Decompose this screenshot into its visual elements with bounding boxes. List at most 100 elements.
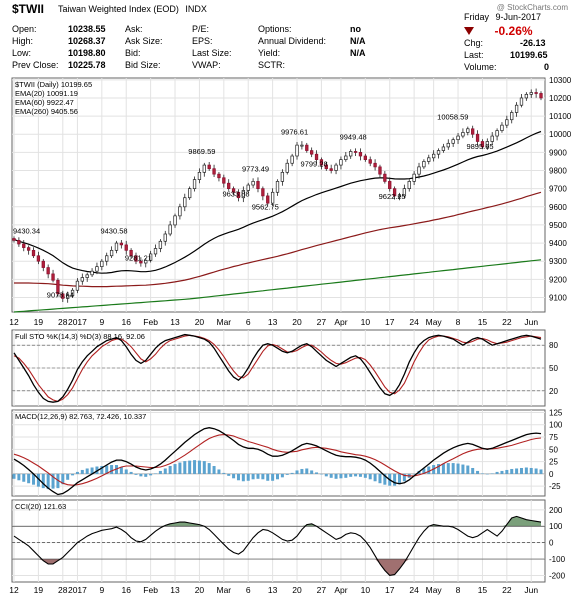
candle-body	[236, 191, 241, 199]
x-axis-tick: Mar	[217, 317, 232, 327]
candle-body	[119, 242, 124, 246]
candle-body	[285, 162, 289, 173]
macd-line	[13, 427, 542, 496]
candle-body	[56, 279, 60, 295]
macd-histogram-bar	[66, 473, 70, 480]
macd-histogram-bar	[500, 470, 504, 474]
x-axis-tick: 17	[385, 585, 395, 595]
macd-histogram-bar	[422, 468, 426, 474]
candle-body	[349, 151, 353, 157]
candle-body	[51, 273, 55, 281]
x-axis-tick: 13	[268, 585, 278, 595]
price-annotation: 9799.28	[301, 160, 328, 169]
macd-axis-tick: 25	[549, 458, 558, 467]
candle-body	[388, 181, 392, 190]
x-axis-tick: 13	[268, 317, 278, 327]
macd-histogram-bar	[456, 463, 460, 474]
macd-histogram-bar	[446, 463, 450, 474]
candle-body	[217, 173, 221, 179]
candle-body	[505, 119, 509, 126]
field-label: Annual Dividend:	[258, 36, 327, 46]
x-axis-tick: 15	[478, 585, 488, 595]
x-axis-tick: 8	[456, 585, 461, 595]
macd-histogram-bar	[285, 473, 289, 475]
price-axis-tick: 9900	[549, 148, 567, 157]
macd-histogram-bar	[27, 473, 31, 484]
x-axis-tick: May	[426, 585, 443, 595]
candle-body	[75, 280, 80, 291]
stochastic-axis-tick: 50	[549, 364, 558, 373]
macd-histogram-bar	[163, 468, 167, 474]
candle-body	[46, 267, 50, 275]
macd-histogram-bar	[402, 473, 406, 482]
field-value: 10198.80	[68, 48, 106, 58]
macd-histogram-bar	[134, 473, 138, 475]
macd-histogram-bar	[495, 471, 499, 474]
price-annotation: 9949.48	[340, 132, 367, 141]
x-axis-tick: 2017	[68, 585, 87, 595]
macd-histogram-bar	[412, 473, 416, 475]
macd-histogram-bar	[110, 465, 114, 474]
macd-histogram-bar	[305, 468, 309, 474]
candle-body	[202, 164, 206, 173]
candle-body	[109, 249, 114, 257]
macd-histogram-bar	[476, 470, 480, 474]
candle-body	[290, 155, 294, 164]
macd-histogram-bar	[222, 472, 226, 474]
candle-body	[95, 266, 99, 272]
ema260-line	[13, 259, 542, 313]
macd-histogram-bar	[207, 463, 211, 474]
candle-body	[70, 289, 75, 297]
macd-histogram-bar	[471, 467, 475, 474]
macd-histogram-bar	[451, 463, 455, 474]
macd-histogram-bar	[124, 469, 128, 474]
price-axis-tick: 10200	[549, 94, 572, 103]
candle-body	[480, 141, 485, 148]
candle-body	[524, 93, 529, 99]
field-label: Open:	[12, 24, 37, 34]
stochastic-legend: Full STO %K(14,3) %D(3) 88.16, 92.06	[15, 332, 145, 341]
candle-body	[207, 164, 211, 170]
field-label: Low:	[12, 48, 32, 58]
field-label: Last:	[464, 50, 484, 60]
candle-body	[427, 157, 431, 162]
candle-body	[534, 92, 538, 94]
price-axis-tick: 9300	[549, 257, 567, 266]
price-annotation: 9633.88	[222, 190, 249, 199]
price-axis-tick: 10100	[549, 112, 572, 121]
macd-histogram-bar	[227, 473, 231, 476]
candle-body	[485, 141, 489, 148]
field-label: High:	[12, 36, 34, 46]
macd-histogram-bar	[251, 473, 255, 480]
macd-histogram-bar	[515, 468, 519, 474]
stochastic-k-line	[13, 333, 542, 403]
price-annotation: 10058.59	[437, 113, 468, 122]
price-axis-tick: 9500	[549, 221, 567, 230]
macd-histogram-bar	[383, 473, 387, 485]
x-axis-tick: Jun	[524, 317, 538, 327]
macd-histogram-bar	[358, 473, 362, 477]
change-percent: -0.26%	[464, 24, 533, 38]
candle-body	[378, 166, 382, 175]
macd-histogram-bar	[32, 473, 36, 485]
x-axis-tick: 20	[195, 317, 205, 327]
candle-body	[197, 171, 202, 180]
macd-histogram-bar	[183, 461, 187, 474]
macd-histogram-bar	[36, 473, 40, 487]
x-axis-tick: 20	[195, 585, 205, 595]
candle-body	[280, 171, 285, 182]
macd-histogram-bar	[236, 473, 240, 481]
cci-axis-tick: 0	[549, 539, 554, 548]
price-annotation: 9430.34	[13, 227, 40, 236]
candle-body	[61, 293, 65, 299]
candle-body	[451, 139, 455, 144]
ema60-line	[14, 191, 542, 288]
exchange-label: INDX	[185, 4, 207, 14]
candle-body	[163, 233, 167, 242]
macd-histogram-bar	[173, 464, 177, 474]
instrument-name: Taiwan Weighted Index (EOD) INDX	[58, 4, 207, 14]
macd-histogram-bar	[315, 472, 319, 474]
macd-axis-tick: 50	[549, 445, 558, 454]
candle-body	[319, 159, 324, 166]
candle-body	[373, 162, 377, 168]
